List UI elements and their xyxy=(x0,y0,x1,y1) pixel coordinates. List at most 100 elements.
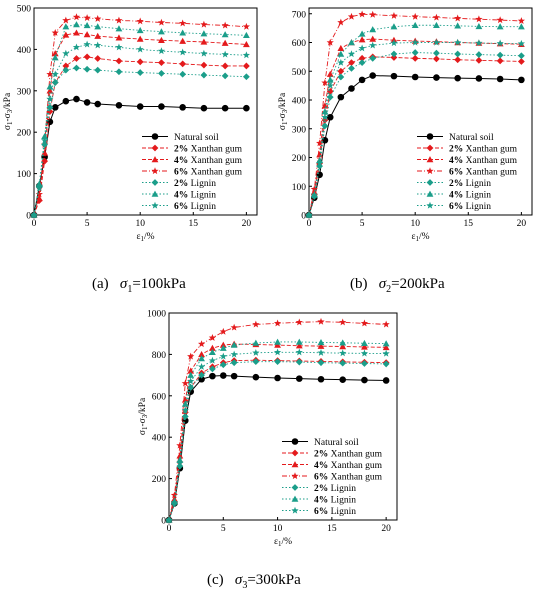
data-point xyxy=(390,11,398,19)
y-tick-label: 1000 xyxy=(147,310,166,320)
data-point xyxy=(62,31,70,38)
data-point xyxy=(326,81,334,89)
data-point xyxy=(454,22,462,29)
y-tick-label: 500 xyxy=(292,68,307,78)
data-point xyxy=(115,25,123,32)
y-tick-label: 500 xyxy=(17,5,32,15)
data-point xyxy=(321,78,329,86)
data-point xyxy=(94,55,102,62)
data-point xyxy=(411,73,419,81)
x-tick-label: 5 xyxy=(85,219,90,229)
data-point xyxy=(209,372,216,380)
x-tick-label: 15 xyxy=(327,524,337,534)
data-point xyxy=(242,41,250,48)
data-point xyxy=(348,64,355,72)
data-point xyxy=(475,51,483,58)
series-6 xyxy=(165,348,390,524)
data-point xyxy=(361,376,368,384)
data-point xyxy=(242,62,250,70)
data-point xyxy=(73,64,80,72)
data-point xyxy=(41,149,49,156)
series-3 xyxy=(165,317,390,524)
data-point xyxy=(221,39,229,46)
data-point xyxy=(454,50,462,58)
data-point xyxy=(62,16,70,24)
data-point xyxy=(433,49,440,57)
data-point xyxy=(317,338,325,346)
legend-marker xyxy=(151,179,159,186)
legend-label: 2% Lignin xyxy=(314,484,356,494)
caption-c: (c) σ3=300kPa xyxy=(207,572,301,591)
data-point xyxy=(382,377,390,384)
data-point xyxy=(197,340,206,348)
data-point xyxy=(136,17,144,25)
data-point xyxy=(176,441,184,449)
data-point xyxy=(35,195,43,202)
y-tick-label: 400 xyxy=(152,434,167,444)
legend-label: 4% Xanthan gum xyxy=(314,461,383,471)
legend-marker xyxy=(426,133,434,140)
data-point xyxy=(339,343,347,350)
x-tick-label: 20 xyxy=(381,524,391,534)
data-point xyxy=(72,13,81,21)
chart-c: 0 5 10 15 2002004006008001000ε1/%σ1-σ3/kPaNa… xyxy=(138,310,398,548)
legend-label: 6% Xanthan gum xyxy=(449,168,518,178)
x-tick-label: 10 xyxy=(410,219,420,229)
data-point xyxy=(274,338,281,345)
data-point xyxy=(295,348,303,356)
legend-label: Natural soil xyxy=(174,133,219,143)
series-line xyxy=(33,24,247,216)
data-point xyxy=(30,211,38,219)
data-point xyxy=(274,374,281,382)
data-point xyxy=(475,56,483,64)
data-point xyxy=(326,76,334,83)
data-point xyxy=(360,319,369,327)
data-point xyxy=(454,38,462,46)
data-point xyxy=(73,21,80,28)
data-point xyxy=(326,38,334,46)
data-point xyxy=(339,339,347,346)
data-point xyxy=(46,95,54,103)
data-point xyxy=(94,100,102,108)
series-line xyxy=(168,341,387,521)
data-point xyxy=(339,349,347,357)
data-point xyxy=(433,21,440,28)
data-point xyxy=(230,372,238,380)
data-point xyxy=(219,352,227,360)
data-point xyxy=(411,12,419,20)
data-point xyxy=(496,51,504,59)
data-point xyxy=(358,76,366,84)
data-point xyxy=(157,18,166,26)
data-point xyxy=(94,23,102,30)
data-point xyxy=(179,19,187,27)
data-point xyxy=(317,348,325,356)
data-point xyxy=(200,61,208,69)
data-point xyxy=(179,48,187,56)
series-line xyxy=(168,343,387,521)
legend-label: 4% Xanthan gum xyxy=(174,156,243,166)
legend-marker xyxy=(426,201,434,209)
data-point xyxy=(432,38,441,46)
data-point xyxy=(382,340,390,347)
data-point xyxy=(115,43,123,51)
legend-marker xyxy=(426,144,434,152)
x-tick-label: 0 xyxy=(32,219,37,229)
series-5 xyxy=(165,338,390,523)
data-point xyxy=(209,344,216,351)
data-point xyxy=(317,359,325,367)
data-point xyxy=(200,20,208,28)
y-tick-label: 100 xyxy=(17,170,32,180)
data-point xyxy=(46,83,54,90)
x-tick-label: 20 xyxy=(242,219,252,229)
data-point xyxy=(136,45,144,53)
data-point xyxy=(358,30,366,37)
data-point xyxy=(158,70,165,77)
data-point xyxy=(170,491,179,499)
legend-label: 2% Lignin xyxy=(174,179,216,189)
legend-marker xyxy=(291,449,299,457)
data-point xyxy=(221,50,229,58)
series-6 xyxy=(305,38,525,219)
series-line xyxy=(33,56,247,216)
data-point xyxy=(200,104,208,112)
